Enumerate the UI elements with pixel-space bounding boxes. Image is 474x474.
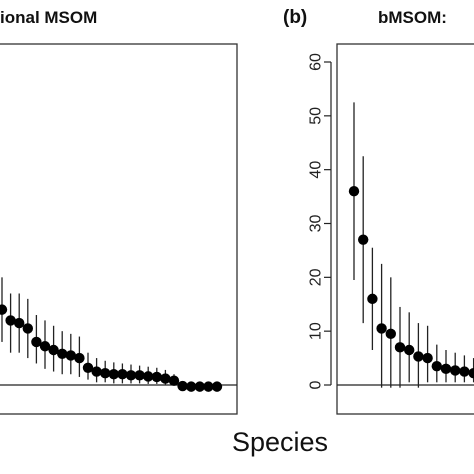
panel-b-tick-label: 60 [308, 53, 325, 71]
panel-b-point [413, 351, 424, 362]
panel-a-point [82, 362, 94, 373]
panel-a-point [134, 370, 145, 381]
panel-a-point [57, 348, 68, 359]
panel-b-point [348, 186, 360, 197]
panel-a-point [168, 375, 180, 386]
panel-b-tick-label: 20 [308, 268, 325, 286]
panel-b-point [367, 293, 378, 305]
panel-a-point [143, 371, 154, 382]
panel-a-point [91, 366, 102, 377]
panel-a-point [74, 352, 85, 364]
panel-a-point [125, 370, 137, 381]
panel-b-tick-label: 10 [308, 322, 325, 340]
panel-a-point [22, 323, 33, 334]
panel-a-point [194, 381, 205, 392]
panel-b-tick-label: 50 [308, 107, 325, 125]
panel-b-frame [336, 43, 474, 415]
panel-b-point [440, 363, 452, 375]
panel-b-tick-label: 0 [308, 380, 325, 389]
panel-a-point [151, 371, 162, 383]
panel-a-frame [0, 43, 238, 415]
panel-a-point [0, 304, 8, 315]
panel-a-point [14, 317, 25, 329]
panel-a-point [177, 380, 188, 392]
panel-b-point [404, 344, 415, 356]
panel-a-point [186, 381, 197, 392]
panel-a-point [31, 336, 42, 348]
x-axis-label: Species [232, 427, 328, 457]
panel-a-point [160, 373, 171, 384]
panel-a-point [65, 350, 77, 361]
panel-b-point [376, 323, 387, 334]
panel-b-point [459, 366, 470, 377]
panel-b-title: bMSOM: [378, 8, 447, 27]
panel-a-point [203, 381, 214, 392]
panel-b-point [468, 367, 474, 379]
panel-b-y-ticks: 0 10 20 30 40 50 60 [308, 53, 331, 389]
panel-a-title: ional MSOM [0, 8, 97, 27]
panel-b-letter: (b) [283, 7, 307, 28]
panel-a-point [211, 381, 223, 392]
panel-b-point [358, 234, 369, 245]
panel-a-point [100, 367, 111, 379]
panel-a-point [5, 315, 16, 326]
panel-a-point [108, 369, 120, 380]
panel-a-point [48, 344, 59, 356]
panel-b-tick-label: 40 [308, 161, 325, 179]
panel-b-point [431, 360, 442, 372]
panel-b-point [385, 328, 396, 340]
panel-a-point [39, 341, 51, 352]
panel-a-point [117, 369, 128, 380]
panel-b: (b) bMSOM: 0 10 20 30 40 50 60 [283, 7, 474, 415]
panel-b-point [394, 342, 406, 353]
panel-b-marks [348, 102, 474, 388]
panel-b-tick-label: 30 [308, 215, 325, 233]
panel-a-marks [0, 277, 223, 392]
panel-b-point [450, 365, 461, 376]
panel-b-point [422, 352, 433, 364]
panel-a: ional MSOM [0, 8, 238, 415]
